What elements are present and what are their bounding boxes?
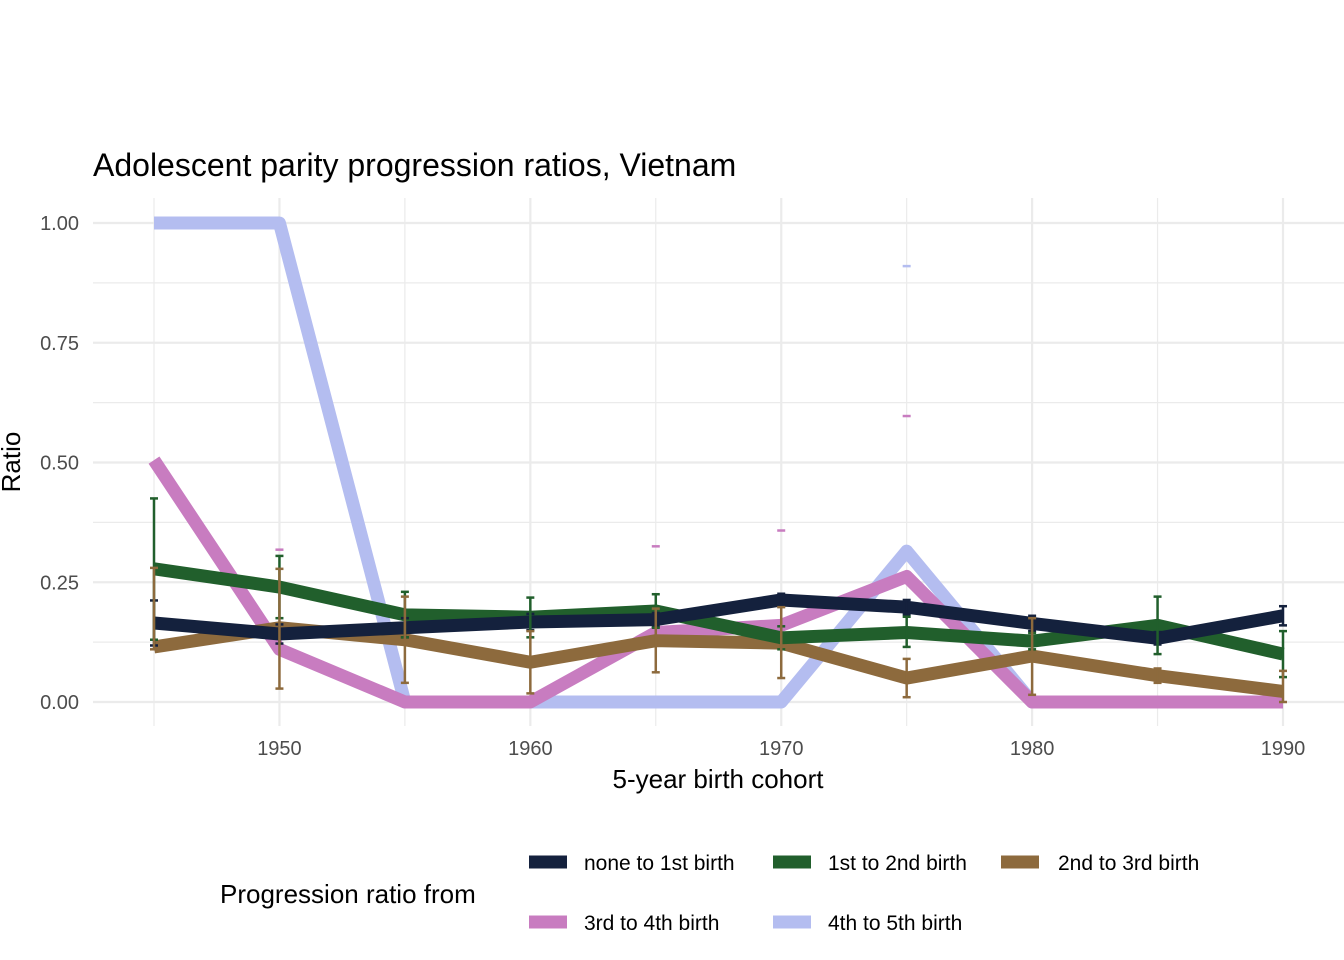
y-tick-label: 0.75 [40, 333, 79, 355]
legend-item: 3rd to 4th birth [529, 912, 719, 935]
x-axis: 1950 1960 1970 1980 1990 [257, 738, 1305, 760]
error-bars [150, 264, 1287, 704]
y-axis-title: Ratio [0, 432, 26, 493]
legend-item: 1st to 2nd birth [773, 852, 967, 875]
legend-label: 1st to 2nd birth [828, 852, 967, 875]
legend: Progression ratio from none to 1st birth… [220, 852, 1199, 935]
chart-title: Adolescent parity progression ratios, Vi… [93, 147, 736, 183]
x-tick-label: 1980 [1010, 738, 1055, 760]
x-tick-label: 1990 [1261, 738, 1306, 760]
x-tick-label: 1970 [759, 738, 804, 760]
y-tick-label: 0.50 [40, 453, 79, 475]
legend-label: 2nd to 3rd birth [1058, 852, 1199, 875]
legend-title: Progression ratio from [220, 879, 476, 909]
y-axis: 0.00 0.25 0.50 0.75 1.00 [40, 213, 79, 714]
legend-item: none to 1st birth [529, 852, 735, 875]
legend-item: 4th to 5th birth [773, 912, 962, 935]
legend-item: 2nd to 3rd birth [1001, 852, 1199, 875]
legend-label: 3rd to 4th birth [584, 912, 719, 935]
x-tick-label: 1960 [508, 738, 553, 760]
y-tick-label: 0.00 [40, 692, 79, 714]
legend-label: none to 1st birth [584, 852, 735, 875]
series-line-1 [153, 593, 1285, 645]
x-axis-title: 5-year birth cohort [613, 764, 825, 794]
y-tick-label: 1.00 [40, 213, 79, 235]
legend-label: 4th to 5th birth [828, 912, 962, 935]
x-tick-label: 1950 [257, 738, 302, 760]
series-lines [148, 216, 1285, 709]
y-tick-label: 0.25 [40, 572, 79, 594]
grid [93, 198, 1344, 726]
